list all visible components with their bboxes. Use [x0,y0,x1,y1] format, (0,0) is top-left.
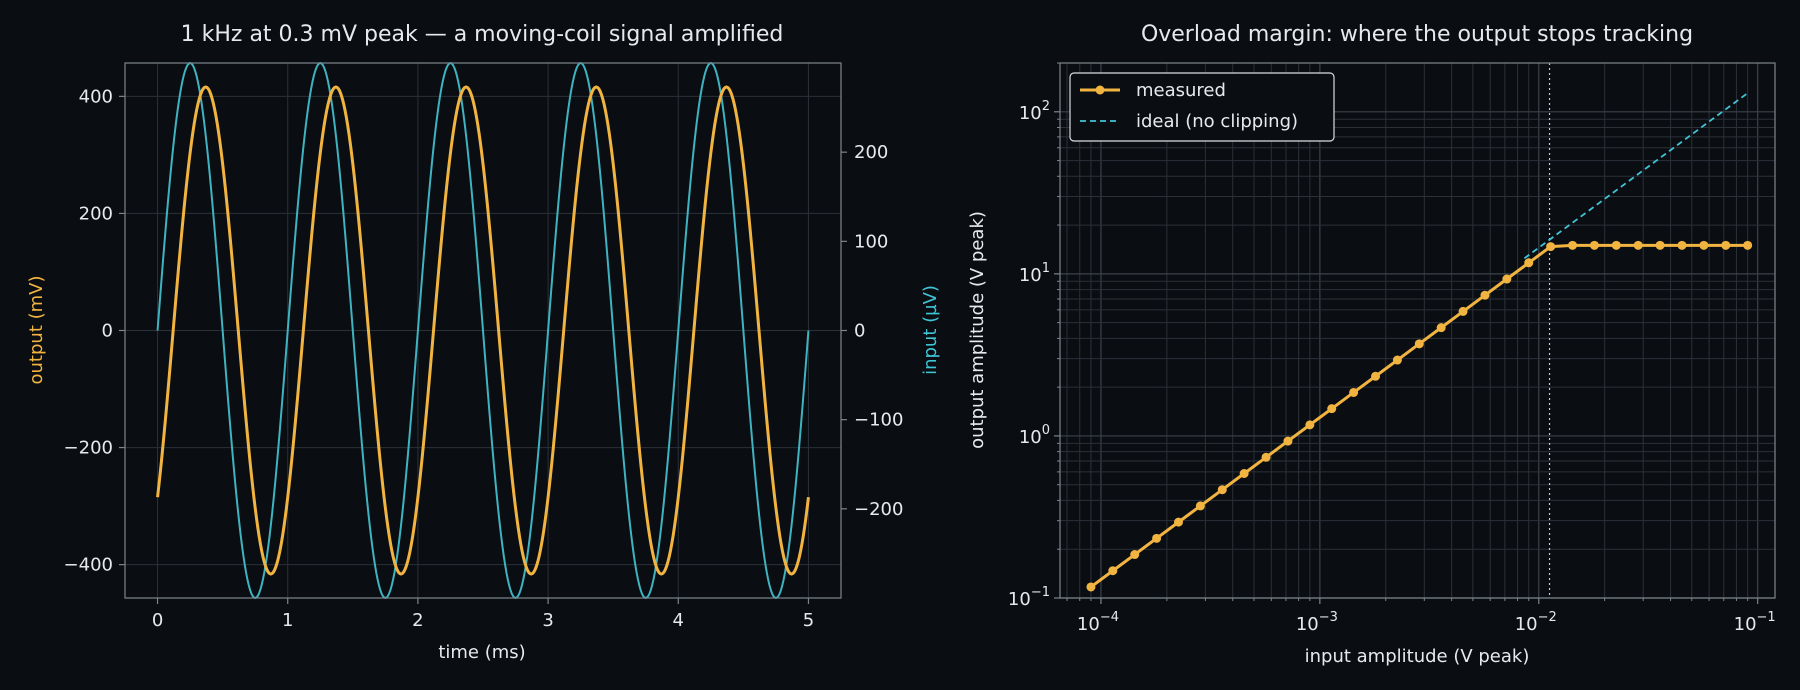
measured-point [1239,469,1249,478]
waveform-x-tick-label: 4 [673,610,684,631]
measured-point [1743,240,1753,250]
measured-point [1327,404,1337,414]
overload-grid [1060,62,1775,599]
measured-series-line [1090,243,1748,589]
legend-measured-marker [1095,85,1105,95]
measured-point [1436,323,1446,333]
waveform-series [156,61,810,600]
waveform-y-tick-label: 0 [102,321,113,342]
overload-y-tick-label: 100 [1019,423,1050,448]
measured-point [1086,582,1096,592]
measured-point [1217,485,1227,495]
measured-point [1108,566,1118,576]
waveform-y-tick-label: 400 [79,86,113,107]
input-waveform-line [156,61,810,600]
overload-x-tick-label: 10−1 [1734,610,1776,635]
measured-point [1589,240,1599,250]
measured-point [1152,533,1162,543]
measured-point [1371,371,1381,381]
overload-plot-frame [1059,62,1776,599]
measured-point [1699,240,1709,250]
overload-x-tick-label: 10−2 [1515,610,1557,635]
measured-point [1633,240,1643,250]
waveform-x-tick-label: 3 [542,610,553,631]
waveform-y-axis-label: output (mV) [26,276,47,385]
measured-point [1414,339,1424,349]
waveform-y-tick-label: −200 [64,438,113,459]
measured-point [1480,290,1490,300]
overload-y-tick-label: 10−1 [1008,585,1050,610]
waveform-x-tick-label: 0 [152,610,163,631]
waveform-y2-tick-label: 0 [854,321,865,342]
ideal-series-line [1523,92,1749,260]
measured-point [1458,306,1468,316]
legend-measured-label: measured [1136,80,1226,101]
measured-point [1174,517,1183,527]
overload-chart-title: Overload margin: where the output stops … [1141,22,1693,47]
measured-point [1546,242,1556,252]
legend-box [1069,72,1335,142]
legend-ideal-label: ideal (no clipping) [1136,111,1298,132]
overload-y-tick-label: 101 [1019,261,1050,286]
measured-point [1568,240,1578,250]
waveform-x-tick-label: 2 [412,610,423,631]
overload-x-tick-label: 10−3 [1296,610,1338,635]
measured-point [1349,387,1359,397]
overload-chart: Overload margin: where the output stops … [967,22,1776,667]
overload-series [1086,63,1753,598]
waveform-x-axis-label: time (ms) [438,642,525,663]
measured-point [1677,240,1687,250]
waveform-ticks: 0 1 2 3 4 5 400 200 0 −200 −400 200 100 0 −100 −200 [64,86,904,631]
measured-point [1502,274,1512,284]
waveform-y-tick-label: −400 [64,555,113,576]
measured-point [1195,501,1205,511]
waveform-y2-tick-label: −200 [854,499,903,520]
measured-point [1611,240,1621,250]
measured-point [1392,355,1402,365]
overload-legend: measured ideal (no clipping) [1069,72,1335,142]
waveform-y2-tick-label: 100 [854,231,888,252]
measured-point [1130,550,1140,560]
overload-x-axis-label: input amplitude (V peak) [1305,646,1530,667]
waveform-y2-tick-label: −100 [854,410,903,431]
overload-y-axis-label: output amplitude (V peak) [967,211,988,449]
waveform-chart-title: 1 kHz at 0.3 mV peak — a moving-coil sig… [181,22,784,47]
measured-point [1524,258,1534,268]
measured-point [1283,436,1293,446]
waveform-y2-axis-label: input (µV) [920,285,941,375]
overload-ticks: 10−4 10−3 10−2 10−1 10−1 100 101 102 [1008,62,1776,635]
overload-y-tick-label: 102 [1019,99,1050,124]
waveform-y-tick-label: 200 [79,203,113,224]
waveform-x-tick-label: 1 [282,610,293,631]
measured-point [1261,452,1271,462]
waveform-x-tick-label: 5 [803,610,814,631]
measured-point [1655,240,1665,250]
measured-point [1721,240,1731,250]
waveform-chart: 1 kHz at 0.3 mV peak — a moving-coil sig… [26,22,941,663]
overload-x-tick-label: 10−4 [1077,610,1119,635]
measured-point [1305,420,1315,430]
waveform-y2-tick-label: 200 [854,142,888,163]
output-waveform-line [156,85,810,576]
